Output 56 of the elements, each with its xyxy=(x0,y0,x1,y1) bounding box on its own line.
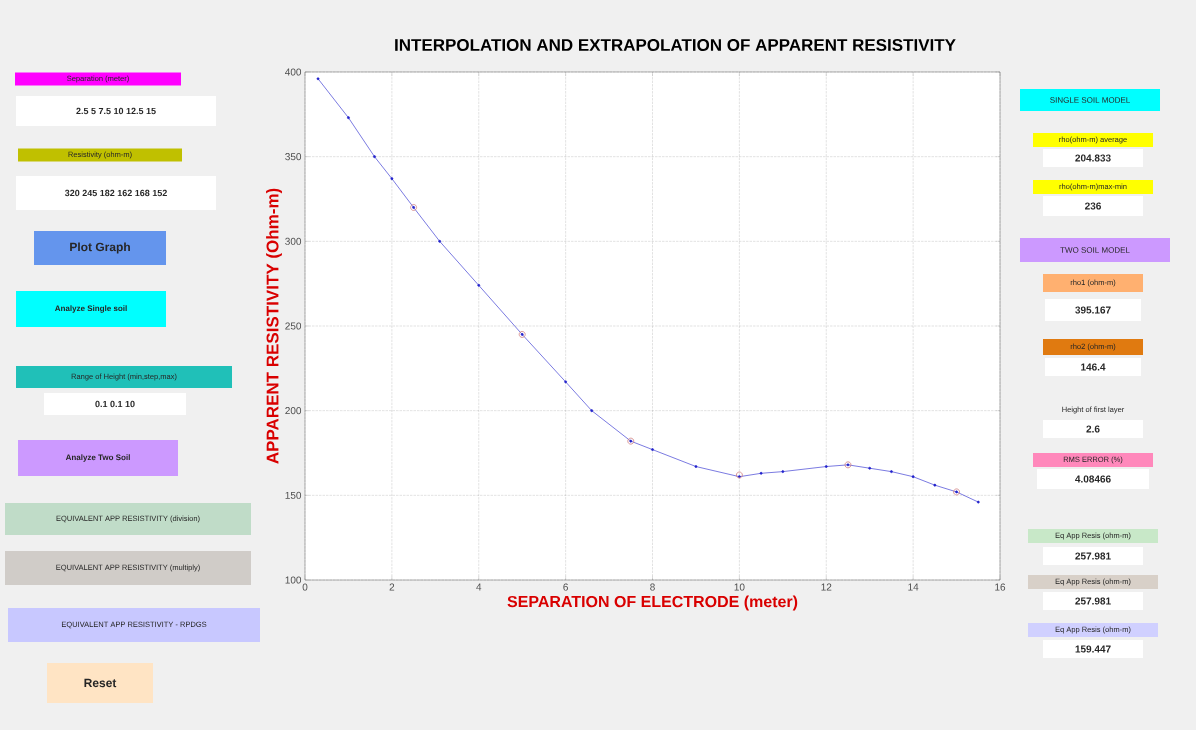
point xyxy=(694,465,698,468)
x-tick-label: 4 xyxy=(476,583,482,591)
point xyxy=(735,471,743,479)
text: 159.447 xyxy=(1075,645,1111,653)
point xyxy=(911,475,915,479)
x-tick-label: 14 xyxy=(908,583,919,591)
y-tick-label: 300 xyxy=(285,237,302,245)
x-tick-label: 2 xyxy=(389,583,395,591)
text: 0.1 0.1 10 xyxy=(95,400,135,408)
point xyxy=(651,448,654,451)
text: 395.167 xyxy=(1075,306,1111,314)
y-tick-label: 250 xyxy=(285,322,302,330)
text: 236 xyxy=(1085,202,1101,210)
y-tick-label: 150 xyxy=(285,491,302,499)
point xyxy=(347,116,350,120)
text: 257.981 xyxy=(1075,552,1111,560)
point xyxy=(373,155,376,159)
text: Plot Graph xyxy=(70,242,130,254)
chart-title: INTERPOLATION AND EXTRAPOLATION OF APPARENT RESISTIVITY xyxy=(395,38,956,52)
y-tick-label: 200 xyxy=(285,407,302,415)
point xyxy=(933,483,937,487)
text: Analyze Single soil xyxy=(54,305,127,313)
y-axis-title: APPARENT RESISTIVITY (Ohm-m) xyxy=(266,188,282,464)
point xyxy=(781,470,785,474)
y-tick-label: 400 xyxy=(285,68,302,76)
text: 2.5 5 7.5 10 12.5 15 xyxy=(76,107,156,115)
text: 4.08466 xyxy=(1075,475,1111,483)
x-tick-label: 10 xyxy=(734,583,745,591)
point xyxy=(759,471,763,475)
point xyxy=(390,177,394,181)
text: 2.6 xyxy=(1086,425,1100,433)
y-tick-label: 100 xyxy=(285,576,302,584)
point xyxy=(438,239,442,243)
point xyxy=(477,283,481,287)
x-tick-label: 0 xyxy=(302,583,308,591)
point xyxy=(316,77,320,81)
text: 257.981 xyxy=(1075,597,1111,605)
x-axis-title: SEPARATION OF ELECTRODE (meter) xyxy=(507,595,798,611)
text: SINGLE SOIL MODEL xyxy=(1050,97,1130,103)
text: Analyze Two Soil xyxy=(65,454,130,462)
point xyxy=(868,466,872,470)
text: Reset xyxy=(84,678,117,688)
text: 146.4 xyxy=(1081,363,1106,371)
y-tick-label: 350 xyxy=(285,153,302,161)
point xyxy=(590,409,594,413)
point xyxy=(890,470,893,474)
text: 204.833 xyxy=(1075,154,1111,162)
x-tick-label: 12 xyxy=(821,583,832,591)
x-tick-label: 16 xyxy=(995,583,1006,591)
point xyxy=(976,500,980,504)
x-tick-label: 6 xyxy=(563,583,568,591)
x-tick-label: 8 xyxy=(650,583,655,591)
point xyxy=(824,465,828,468)
point xyxy=(564,380,568,384)
text: 320 245 182 162 168 152 xyxy=(64,189,167,197)
text: TWO SOIL MODEL xyxy=(1060,247,1130,253)
